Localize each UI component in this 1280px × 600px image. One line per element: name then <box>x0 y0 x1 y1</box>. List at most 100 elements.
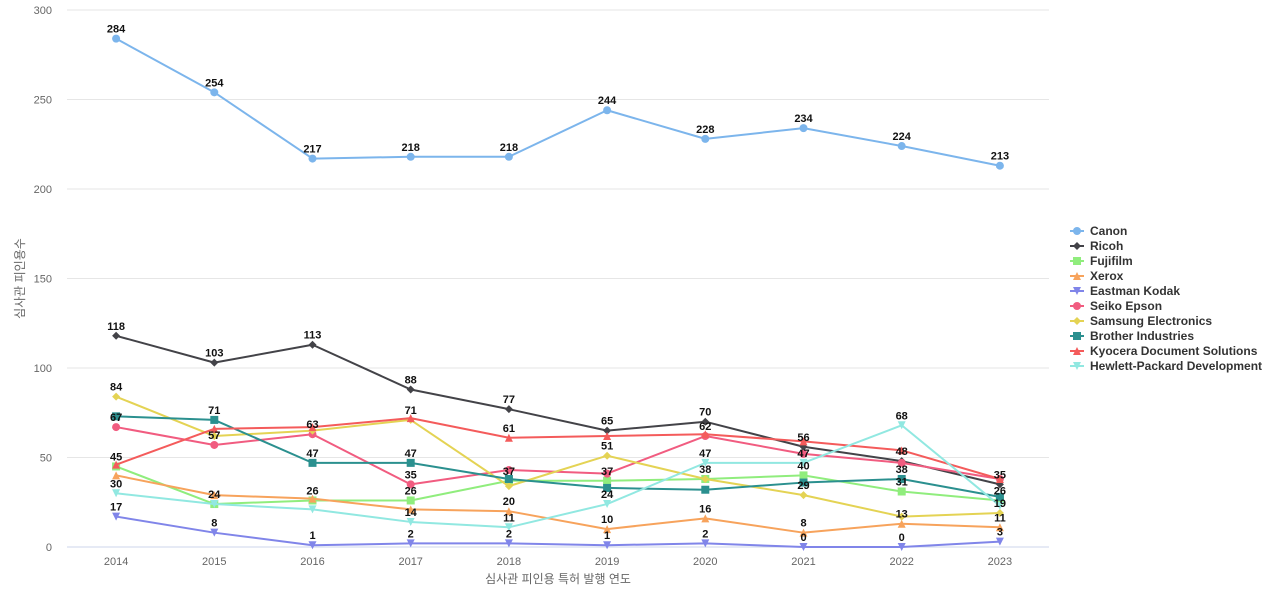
data-point-samsung-electronics <box>210 432 219 441</box>
series-line-kyocera-document-solutions <box>115 417 1001 480</box>
data-point-hewlett-packard-development <box>603 500 612 509</box>
series-brother-industries <box>112 412 1004 501</box>
data-point-samsung-electronics <box>504 482 513 491</box>
data-point-kyocera-document-solutions <box>897 446 906 455</box>
data-label: 63 <box>306 419 318 431</box>
data-label: 61 <box>503 423 515 435</box>
data-label: 24 <box>208 489 221 501</box>
legend-label: Eastman Kodak <box>1090 284 1180 298</box>
x-tick-label: 2014 <box>104 556 128 568</box>
data-label: 35 <box>405 469 417 481</box>
legend-marker <box>1073 257 1081 265</box>
data-point-ricoh <box>308 340 317 349</box>
series-hewlett-packard-development <box>112 421 1004 532</box>
data-label: 2 <box>702 528 708 540</box>
legend-label: Ricoh <box>1090 239 1123 253</box>
data-label: 84 <box>110 382 123 394</box>
data-label: 57 <box>208 430 220 442</box>
data-label: 0 <box>800 532 806 544</box>
data-point-kyocera-document-solutions <box>603 432 612 441</box>
data-point-fujifilm <box>799 471 808 480</box>
data-label: 47 <box>797 448 809 460</box>
data-point-kyocera-document-solutions <box>406 414 415 423</box>
legend-item-kyocera-document-solutions[interactable]: Kyocera Document Solutions <box>1070 344 1258 358</box>
data-label: 37 <box>601 466 613 478</box>
x-tick-label: 2017 <box>398 556 422 568</box>
data-point-canon <box>308 154 317 163</box>
data-point-xerox <box>504 507 513 516</box>
data-label: 113 <box>304 330 322 342</box>
data-label: 11 <box>503 512 515 524</box>
legend-item-fujifilm[interactable]: Fujifilm <box>1070 254 1133 268</box>
x-tick-label: 2023 <box>988 556 1012 568</box>
legend-marker <box>1073 302 1081 310</box>
data-point-brother-industries <box>308 458 317 467</box>
data-point-brother-industries <box>406 458 415 467</box>
data-point-hewlett-packard-development <box>799 458 808 467</box>
data-point-brother-industries <box>504 474 513 483</box>
data-label: 47 <box>699 448 711 460</box>
data-point-samsung-electronics <box>897 512 906 521</box>
data-point-brother-industries <box>112 412 121 421</box>
data-point-seiko-epson <box>799 449 808 458</box>
data-point-seiko-epson <box>897 458 906 467</box>
legend-label: Samsung Electronics <box>1090 314 1212 328</box>
data-point-xerox <box>995 523 1004 532</box>
data-label: 35 <box>994 469 1006 481</box>
data-point-kyocera-document-solutions <box>112 460 121 469</box>
data-label: 48 <box>896 446 908 458</box>
legend-marker <box>1073 287 1081 295</box>
legend-item-canon[interactable]: Canon <box>1070 224 1127 238</box>
data-point-samsung-electronics <box>799 491 808 500</box>
data-point-hewlett-packard-development <box>308 505 317 514</box>
data-label: 224 <box>893 131 912 143</box>
data-point-hewlett-packard-development <box>995 501 1004 510</box>
legend-marker <box>1073 347 1081 355</box>
grid <box>67 9 1049 548</box>
x-tick-label: 2022 <box>889 556 913 568</box>
data-point-canon <box>504 152 513 161</box>
data-label: 228 <box>696 124 714 136</box>
data-label: 47 <box>405 448 417 460</box>
y-tick-label: 200 <box>34 184 52 196</box>
data-point-kyocera-document-solutions <box>701 430 710 439</box>
legend-item-seiko-epson[interactable]: Seiko Epson <box>1070 299 1162 313</box>
series-ricoh <box>112 331 1004 489</box>
data-point-ricoh <box>406 385 415 394</box>
x-tick-label: 2021 <box>791 556 815 568</box>
data-label: 31 <box>896 477 908 489</box>
legend-marker <box>1073 332 1081 340</box>
x-tick-label: 2015 <box>202 556 226 568</box>
y-tick-label: 0 <box>46 542 52 554</box>
data-label: 68 <box>896 410 908 422</box>
data-label: 70 <box>699 407 711 419</box>
series-eastman-kodak <box>112 512 1004 551</box>
data-label: 0 <box>899 532 905 544</box>
data-point-brother-industries <box>799 478 808 487</box>
data-label: 254 <box>205 77 224 89</box>
data-point-brother-industries <box>995 492 1004 501</box>
legend-item-samsung-electronics[interactable]: Samsung Electronics <box>1070 314 1212 328</box>
data-label: 103 <box>205 348 223 360</box>
data-point-xerox <box>603 525 612 534</box>
legend-item-hewlett-packard-development[interactable]: Hewlett-Packard Development <box>1070 359 1262 373</box>
y-tick-label: 150 <box>34 274 52 286</box>
data-label: 26 <box>994 485 1006 497</box>
legend-item-ricoh[interactable]: Ricoh <box>1070 239 1123 253</box>
data-point-eastman-kodak <box>799 543 808 551</box>
legend-item-eastman-kodak[interactable]: Eastman Kodak <box>1070 284 1180 298</box>
data-point-seiko-epson <box>406 480 415 489</box>
data-label: 16 <box>699 503 711 515</box>
data-label: 234 <box>794 113 813 125</box>
legend-item-xerox[interactable]: Xerox <box>1070 269 1124 283</box>
series-line-ricoh <box>115 334 1001 486</box>
legend-item-brother-industries[interactable]: Brother Industries <box>1070 329 1194 343</box>
data-point-fujifilm <box>603 476 612 485</box>
legend-marker <box>1073 362 1081 370</box>
y-tick-label: 100 <box>34 363 52 375</box>
data-point-eastman-kodak <box>897 543 906 551</box>
data-label: 71 <box>208 405 220 417</box>
data-label: 62 <box>699 421 711 433</box>
